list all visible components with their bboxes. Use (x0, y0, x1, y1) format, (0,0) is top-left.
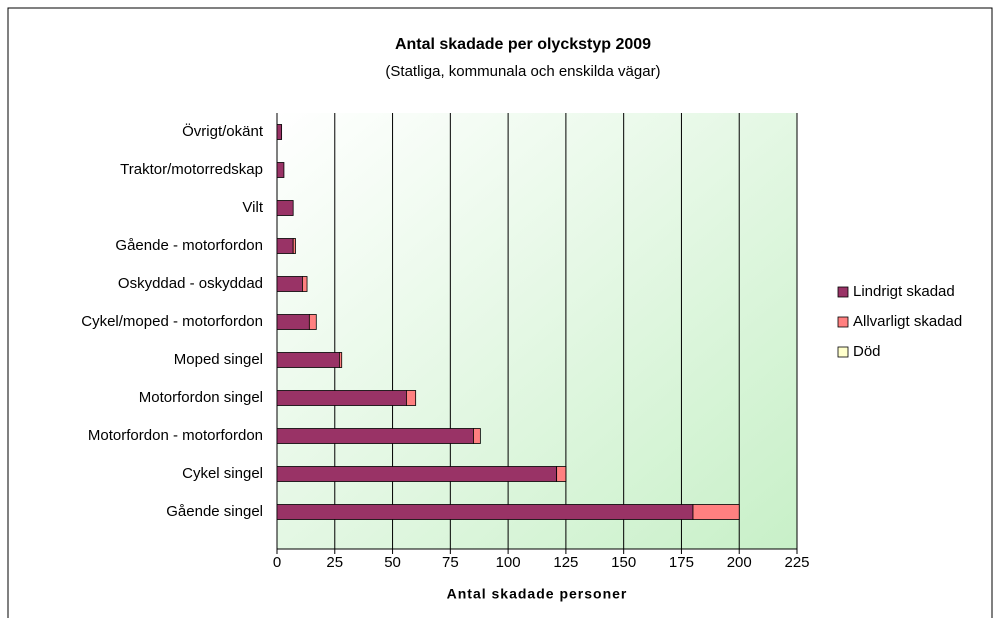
y-tick-label: Cykel/moped - motorfordon (81, 313, 263, 330)
legend-swatch (837, 286, 849, 298)
chart-title: Antal skadade per olyckstyp 2009 (395, 36, 651, 53)
bar-segment (308, 314, 317, 330)
chart-subtitle: (Statliga, kommunala och enskilda vägar) (385, 63, 660, 80)
x-tick-label: 200 (727, 554, 752, 571)
bar-segment (292, 238, 296, 254)
x-tick-label: 0 (273, 554, 281, 571)
y-tick-label: Gående - motorfordon (115, 237, 263, 254)
bar-segment (276, 200, 294, 216)
bar-segment (276, 352, 340, 368)
x-tick-label: 125 (553, 554, 578, 571)
bar-segment (276, 314, 310, 330)
y-tick-label: Motorfordon - motorfordon (88, 427, 263, 444)
x-tick-label: 25 (326, 554, 343, 571)
x-tick-label: 100 (496, 554, 521, 571)
bar-segment (302, 276, 308, 292)
bar-segment (276, 162, 285, 178)
y-tick-label: Gående singel (166, 503, 263, 520)
y-tick-label: Vilt (242, 199, 263, 216)
y-tick-label: Moped singel (174, 351, 263, 368)
legend-label: Allvarligt skadad (853, 313, 962, 330)
bar-segment (276, 238, 294, 254)
bar-segment (276, 390, 407, 406)
bar-segment (406, 390, 417, 406)
y-tick-label: Övrigt/okänt (182, 122, 264, 140)
x-tick-label: 225 (784, 554, 809, 571)
legend-label: Död (853, 343, 881, 360)
y-tick-label: Motorfordon singel (139, 389, 263, 406)
x-axis-label: Antal skadade personer (447, 586, 628, 602)
bar-segment (276, 466, 558, 482)
bar-segment (692, 504, 740, 520)
x-tick-label: 50 (384, 554, 401, 571)
legend-label: Lindrigt skadad (853, 283, 955, 300)
plot-area (277, 113, 797, 549)
bar-segment (473, 428, 481, 444)
bar-segment (276, 276, 303, 292)
x-tick-label: 175 (669, 554, 694, 571)
y-tick-label: Oskyddad - oskyddad (118, 275, 263, 292)
legend-swatch (837, 316, 849, 328)
y-tick-label: Traktor/motorredskap (120, 161, 263, 178)
bar-segment (338, 352, 343, 368)
bar-segment (556, 466, 567, 482)
bar-segment (276, 504, 694, 520)
x-tick-label: 150 (611, 554, 636, 571)
legend-swatch (837, 346, 849, 358)
x-tick-label: 75 (442, 554, 459, 571)
bar-segment (276, 428, 474, 444)
bar-segment (276, 124, 283, 140)
y-tick-label: Cykel singel (182, 465, 263, 482)
